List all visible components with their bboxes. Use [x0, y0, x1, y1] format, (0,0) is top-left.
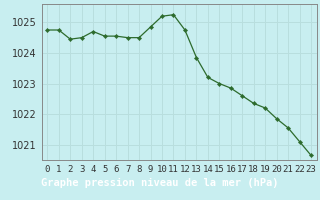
Text: Graphe pression niveau de la mer (hPa): Graphe pression niveau de la mer (hPa): [41, 177, 279, 188]
